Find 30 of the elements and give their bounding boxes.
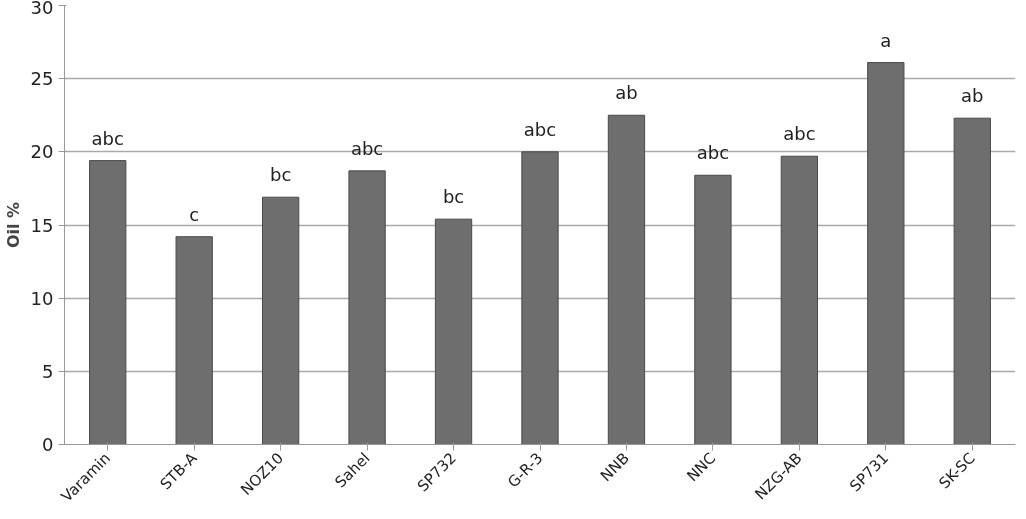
annotation: c <box>189 203 200 225</box>
y-tick-label: 5 <box>42 360 54 382</box>
annotation: abc <box>783 123 816 145</box>
annotation: abc <box>523 118 557 140</box>
annotation: ab <box>615 82 638 104</box>
annotation: a <box>880 29 892 51</box>
y-tick-label: 15 <box>30 214 54 236</box>
bar <box>694 174 732 445</box>
bar <box>348 170 386 445</box>
bar <box>867 62 905 445</box>
annotation: bc <box>269 164 292 186</box>
y-axis-title: Oil % <box>3 201 23 249</box>
bar <box>261 196 300 445</box>
annotation: ab <box>961 85 984 107</box>
annotation: abc <box>91 127 124 149</box>
y-tick-label: 30 <box>30 0 54 18</box>
bar <box>89 160 127 445</box>
annotation: bc <box>442 186 465 208</box>
annotation: abc <box>696 142 730 164</box>
y-tick-label: 0 <box>42 434 54 455</box>
bar <box>521 151 559 445</box>
bar <box>175 236 213 445</box>
bar <box>780 155 819 445</box>
y-tick-label: 20 <box>30 141 54 163</box>
y-tick-label: 25 <box>30 68 54 90</box>
annotation: abc <box>350 137 384 159</box>
bar <box>434 218 473 445</box>
bar <box>953 117 991 445</box>
bar <box>607 114 646 445</box>
y-tick-label: 10 <box>30 287 54 309</box>
